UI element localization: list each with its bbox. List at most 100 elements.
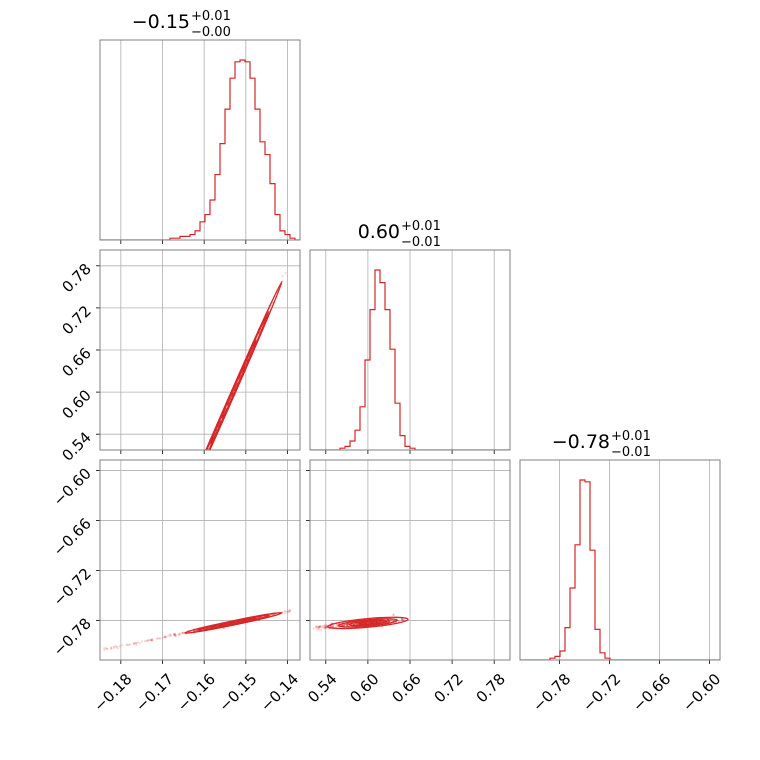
scatter-point — [379, 620, 382, 624]
scatter-point — [204, 452, 206, 454]
panel-title-1: 0.60 — [358, 221, 400, 243]
scatter-point — [169, 635, 172, 638]
scatter-point — [324, 624, 327, 627]
scatter-point — [317, 626, 320, 629]
scatter-point — [156, 563, 158, 565]
scatter-point — [186, 496, 188, 498]
scatter-point — [197, 473, 199, 475]
scatter-point — [201, 463, 203, 465]
scatter-point — [148, 584, 150, 586]
scatter-point — [105, 647, 108, 650]
y-tick-label-1-0: 0.54 — [58, 428, 94, 464]
scatter-point — [157, 561, 159, 563]
axes-frame-1-0 — [99, 249, 301, 451]
scatter-point — [164, 547, 166, 549]
scatter-point — [204, 454, 206, 456]
scatter-point — [180, 508, 182, 510]
scatter-point — [315, 626, 318, 629]
scatter-point — [163, 635, 166, 639]
scatter-point — [181, 506, 183, 508]
scatter-point — [165, 543, 167, 545]
scatter-point — [174, 523, 176, 525]
scatter-point — [355, 622, 358, 626]
scatter-point — [135, 641, 138, 645]
scatter-point — [228, 622, 231, 625]
scatter-point — [107, 681, 109, 683]
scatter-point — [202, 464, 204, 466]
scatter-point — [163, 636, 167, 639]
scatter-point — [378, 620, 381, 623]
scatter-point — [174, 633, 177, 636]
scatter-point — [164, 548, 166, 550]
scatter-point — [179, 633, 182, 636]
scatter-point — [116, 647, 119, 650]
x-tick-label-2-3: −0.60 — [679, 670, 724, 715]
scatter-point — [227, 622, 231, 625]
scatter-point — [168, 537, 170, 539]
scatter-point — [345, 623, 348, 626]
scatter-point — [320, 626, 323, 629]
y-tick-label-1-1: 0.60 — [58, 386, 94, 422]
scatter-point — [150, 639, 154, 642]
scatter-point — [179, 515, 181, 517]
scatter-point — [110, 669, 112, 671]
scatter-point — [323, 624, 326, 627]
scatter-point — [103, 646, 106, 650]
scatter-point — [233, 621, 236, 624]
scatter-point — [112, 645, 116, 648]
scatter-point — [110, 669, 112, 671]
scatter-point — [114, 645, 117, 648]
axes-frame-2-1 — [309, 459, 511, 661]
scatter-point — [180, 631, 184, 635]
scatter-point — [228, 622, 232, 625]
scatter-point — [400, 617, 404, 620]
scatter-point — [181, 631, 184, 634]
scatter-point — [392, 613, 395, 616]
scatter-point — [387, 620, 391, 623]
data-layer — [100, 59, 720, 683]
scatter-point — [144, 593, 146, 595]
scatter-point — [366, 621, 369, 624]
scatter-point — [140, 640, 144, 643]
scatter-point — [387, 619, 390, 622]
scatter-point — [132, 642, 135, 645]
x-tick-label-1-1: 0.60 — [346, 670, 382, 706]
scatter-point — [236, 620, 239, 623]
x-tick-label-1-0: 0.54 — [304, 670, 340, 706]
scatter-point — [130, 621, 132, 623]
scatter-point — [184, 503, 186, 505]
scatter-point — [386, 620, 390, 623]
scatter-point — [345, 623, 349, 626]
x-tick-label-0-2: −0.16 — [174, 670, 219, 715]
scatter-point — [107, 677, 109, 679]
scatter-point — [332, 624, 335, 627]
panel-title-minus-0: −0.00 — [191, 25, 231, 40]
contour-level-3 — [183, 280, 283, 450]
scatter-point — [390, 619, 394, 622]
scatter-point — [322, 626, 325, 629]
scatter-point — [371, 621, 374, 624]
scatter-point — [185, 497, 187, 499]
scatter-point — [174, 633, 177, 636]
scatter-point — [389, 619, 392, 622]
scatter-point — [143, 639, 147, 643]
scatter-point — [174, 634, 177, 637]
scatter-point — [173, 633, 176, 636]
scatter-point — [205, 453, 207, 455]
scatter-point — [104, 680, 106, 682]
scatter-point — [231, 621, 234, 624]
scatter-point — [180, 507, 182, 509]
scatter-point — [165, 635, 168, 638]
scatter-point — [230, 395, 233, 398]
scatter-point — [178, 515, 180, 517]
scatter-point — [286, 610, 290, 613]
scatter-point — [169, 634, 172, 637]
scatter-point — [158, 637, 161, 640]
scatter-point — [186, 494, 188, 496]
contour-level-3 — [327, 616, 409, 630]
x-tick-label-2-1: −0.72 — [579, 670, 624, 715]
scatter-point — [318, 625, 322, 628]
histogram-1 — [310, 269, 510, 450]
scatter-point — [199, 468, 201, 470]
panel-0-0 — [100, 59, 300, 240]
